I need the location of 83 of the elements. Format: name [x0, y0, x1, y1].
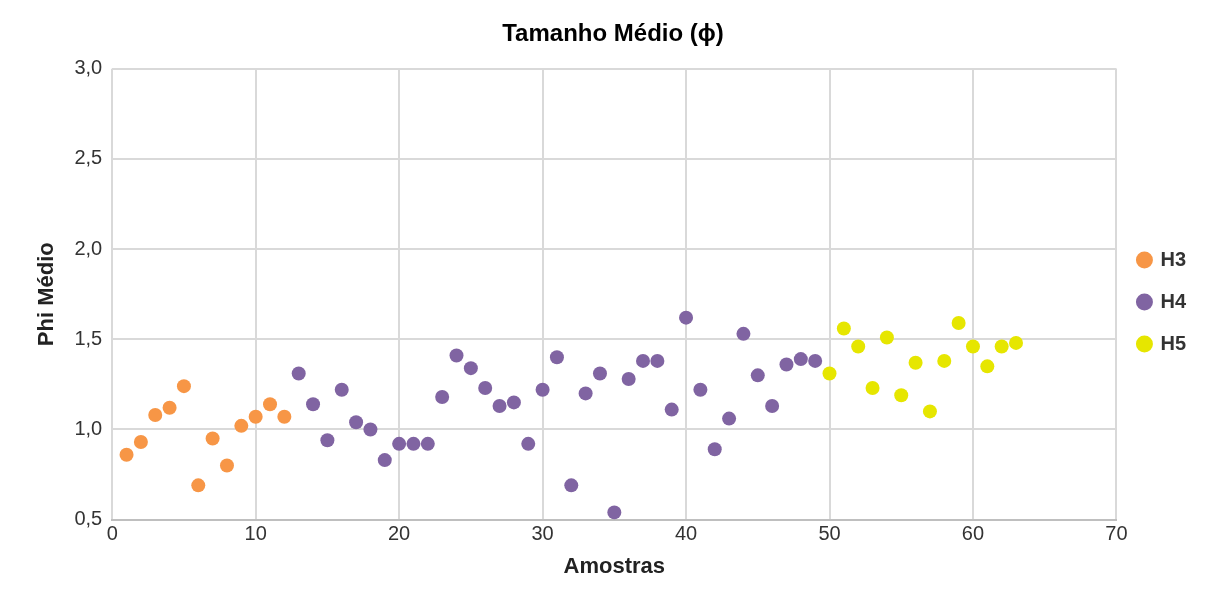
point — [994, 339, 1009, 354]
point — [162, 400, 177, 415]
point — [449, 348, 464, 363]
point — [894, 388, 909, 403]
chart-title: Tamanho Médio (ϕ) — [502, 19, 724, 47]
point — [750, 368, 765, 383]
point — [263, 397, 278, 412]
x-tick-label: 0 — [106, 522, 118, 545]
legend-label: H3 — [1160, 247, 1187, 270]
y-tick-label: 1,0 — [74, 416, 103, 439]
x-tick-label: 10 — [244, 522, 267, 545]
y-tick-label: 3,0 — [74, 56, 103, 79]
x-axis-title: Amostras — [563, 552, 666, 578]
point — [779, 357, 794, 372]
point — [679, 310, 694, 325]
point — [922, 404, 937, 419]
point — [406, 436, 421, 451]
point — [707, 442, 722, 457]
point — [205, 431, 220, 446]
x-tick-label: 70 — [1105, 522, 1128, 545]
point — [549, 350, 564, 365]
point — [492, 399, 507, 413]
point — [808, 353, 823, 368]
point — [636, 353, 651, 368]
point — [851, 339, 866, 354]
point — [306, 397, 321, 412]
point — [937, 353, 952, 368]
point — [334, 382, 349, 397]
x-tick-label: 20 — [388, 522, 411, 545]
point — [478, 380, 493, 395]
y-tick-label: 1,5 — [74, 326, 103, 349]
point — [191, 478, 206, 493]
point — [219, 458, 234, 473]
point — [320, 433, 335, 448]
point — [133, 435, 148, 450]
point — [506, 395, 521, 410]
point — [836, 321, 851, 336]
point — [879, 330, 894, 345]
legend-label: H4 — [1160, 289, 1187, 312]
point — [521, 436, 536, 451]
point — [578, 386, 593, 401]
x-tick-label: 50 — [818, 522, 841, 545]
point — [965, 339, 980, 354]
legend-label: H5 — [1160, 331, 1187, 354]
x-tick-label: 60 — [961, 522, 985, 545]
point — [463, 361, 478, 376]
x-tick-label: 30 — [531, 522, 554, 545]
point — [693, 382, 708, 397]
point — [363, 422, 378, 437]
point — [420, 436, 435, 451]
point — [349, 415, 364, 430]
point — [392, 436, 407, 451]
y-tick-label: 2,0 — [74, 236, 103, 259]
point — [176, 379, 191, 394]
x-tick-label: 40 — [674, 522, 698, 545]
y-tick-label: 0,5 — [74, 507, 103, 530]
point — [377, 453, 392, 468]
point — [736, 326, 751, 341]
point — [650, 353, 665, 368]
y-axis-title: Phi Médio — [33, 242, 59, 347]
point — [291, 366, 306, 381]
point — [234, 418, 249, 433]
point — [1009, 335, 1024, 350]
point — [980, 359, 995, 374]
point — [793, 352, 808, 367]
point — [564, 478, 579, 493]
point — [664, 402, 679, 417]
point — [607, 505, 622, 520]
point — [722, 411, 737, 426]
point — [277, 409, 292, 424]
point — [119, 447, 134, 462]
point — [535, 382, 550, 397]
point — [822, 366, 837, 381]
point — [765, 399, 780, 413]
point — [865, 380, 880, 395]
point — [435, 389, 450, 404]
point — [592, 366, 607, 381]
point — [148, 408, 163, 423]
point — [908, 355, 923, 370]
point — [248, 409, 263, 424]
point — [951, 316, 966, 331]
y-tick-label: 2,5 — [74, 146, 103, 169]
point — [621, 371, 636, 386]
